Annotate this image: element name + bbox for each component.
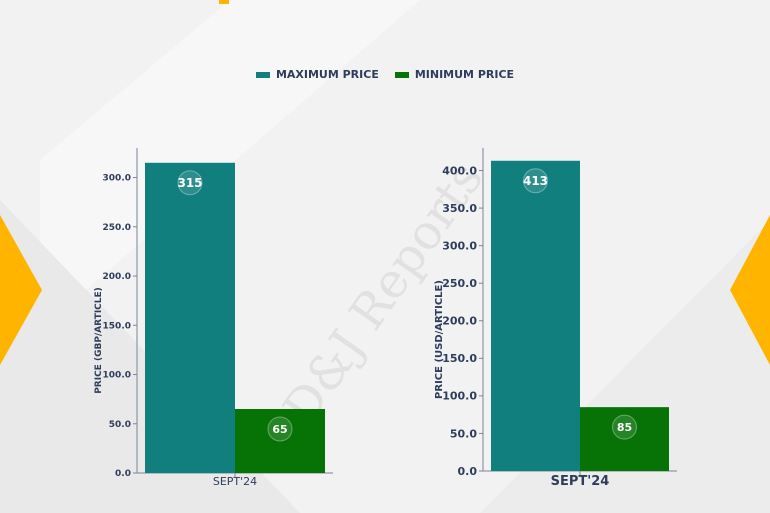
top-accent bbox=[219, 0, 229, 4]
chart-2-x-tick-label: SEPT'24 bbox=[551, 474, 610, 489]
chart-2-data-label-max: 413 bbox=[523, 174, 548, 188]
chart-2-data-label-badge-max bbox=[523, 168, 548, 194]
chart-2-y-axis-label: PRICE (USD/ARTICLE) bbox=[434, 280, 445, 399]
chart-1-bar-max bbox=[145, 162, 235, 474]
legend-item-min: MINIMUM PRICE bbox=[394, 68, 515, 81]
chart-2-y-tick-label: 100.0 bbox=[442, 390, 477, 403]
chart-1-bar-min bbox=[235, 408, 325, 473]
chart-1-data-label-min: 65 bbox=[272, 423, 287, 436]
chart-2-y-tick-label: 350.0 bbox=[442, 202, 477, 215]
legend-item-max: MAXIMUM PRICE bbox=[255, 68, 379, 81]
chart-2-data-label-badge-min bbox=[612, 414, 637, 440]
chart-2-y-tick-label: 200.0 bbox=[442, 315, 477, 328]
chart-1-y-axis-label: PRICE (GBP/ARTICLE) bbox=[94, 287, 104, 394]
legend: MAXIMUM PRICE MINIMUM PRICE bbox=[0, 68, 770, 81]
chart-2-data-label-min: 85 bbox=[617, 421, 632, 434]
chart-2-y-tick-label: 300.0 bbox=[442, 240, 477, 253]
chart-1-data-label-badge-max bbox=[177, 170, 203, 196]
chart-2-y-tick-label: 150.0 bbox=[442, 352, 477, 365]
chart-2-y-tick-label: 50.0 bbox=[450, 427, 477, 440]
chart-2-y-tick-label: 250.0 bbox=[442, 277, 477, 290]
chart-1-y-tick-label: 100.0 bbox=[103, 371, 131, 381]
chart-1-y-tick-label: 150.0 bbox=[103, 321, 131, 331]
legend-swatch-min bbox=[394, 71, 409, 78]
chart-1-data-label-max: 315 bbox=[177, 176, 202, 190]
chart-2-y-tick-label: 400.0 bbox=[442, 164, 477, 177]
legend-swatch-max bbox=[255, 71, 270, 78]
chart-2-bar-min bbox=[580, 407, 669, 471]
chart-1-y-tick-label: 0.0 bbox=[115, 469, 131, 479]
legend-label-min: MINIMUM PRICE bbox=[414, 68, 515, 81]
chart-1-x-tick-label: SEPT'24 bbox=[213, 475, 257, 488]
chart-1-y-tick-label: 50.0 bbox=[109, 420, 131, 430]
chart-1-y-tick-label: 200.0 bbox=[103, 272, 131, 282]
chart-1-y-tick-label: 300.0 bbox=[103, 174, 131, 184]
chart-2-y-tick-label: 0.0 bbox=[458, 465, 478, 478]
right-arrow-accent bbox=[730, 215, 770, 365]
left-arrow-accent bbox=[0, 215, 42, 365]
chart-1-data-label-badge-min bbox=[267, 416, 293, 442]
chart-2-bar-max bbox=[491, 160, 580, 471]
legend-label-max: MAXIMUM PRICE bbox=[275, 68, 379, 81]
chart-1-y-tick-label: 250.0 bbox=[103, 223, 131, 233]
